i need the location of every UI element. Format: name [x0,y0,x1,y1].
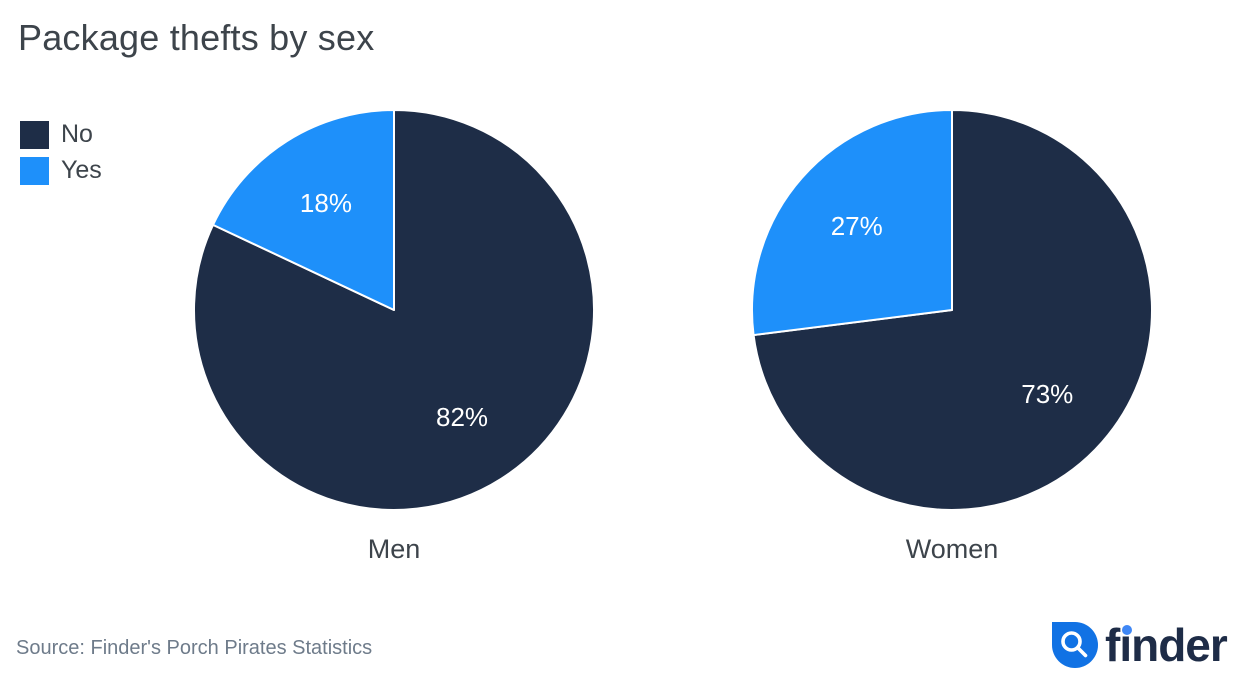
slice-percentage-label-men-no: 82% [436,402,488,432]
finder-logo[interactable]: finder [1052,622,1228,668]
slice-percentage-label-women-yes: 27% [831,211,883,241]
legend-item-no[interactable]: No [20,120,102,149]
legend-swatch-yes [20,156,49,185]
category-label-women: Women [905,534,999,564]
slice-percentage-label-women-no: 73% [1021,379,1073,409]
page-title: Package thefts by sex [18,17,375,58]
pie-chart-men: 82% 18% [184,100,604,520]
slice-percentage-label-men-yes: 18% [300,188,352,218]
pie-men-svg: 82% 18% [193,109,595,511]
pie-chart-women: 73% 27% [742,100,1162,520]
category-label-men: Men [367,534,421,564]
magnifier-droplet-icon [1052,622,1098,668]
source-note: Source: Finder's Porch Pirates Statistic… [16,637,373,659]
legend-item-yes[interactable]: Yes [20,156,102,185]
legend-label-yes: Yes [61,156,102,184]
logo-i-dot [1122,625,1132,635]
legend: No Yes [20,120,102,185]
pie-women-svg: 73% 27% [751,109,1153,511]
legend-swatch-no [20,120,49,149]
pie-slice-men-yes[interactable] [212,109,395,311]
magnifier-glass-icon [1061,631,1088,658]
legend-label-no: No [61,120,93,148]
pie-slice-women-yes[interactable] [751,109,953,337]
